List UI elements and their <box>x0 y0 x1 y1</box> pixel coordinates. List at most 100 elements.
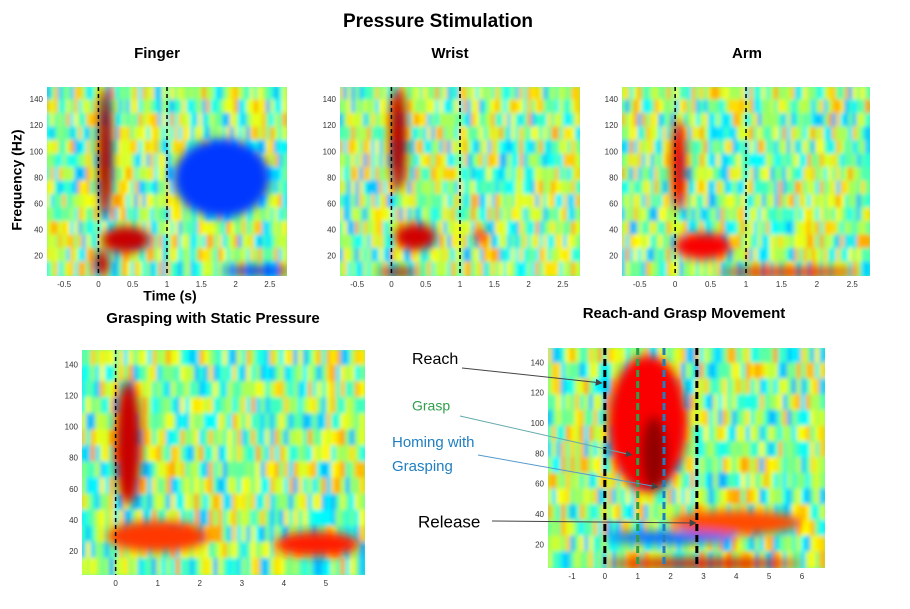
heatmap-cell <box>559 99 565 115</box>
heatmap-cell <box>238 207 244 223</box>
heatmap-cell <box>254 248 260 264</box>
heatmap-cell <box>717 348 725 365</box>
heatmap-cell <box>648 519 656 538</box>
heatmap-cell <box>787 362 794 381</box>
heatmap-cell <box>676 519 683 538</box>
heatmap-cell <box>178 194 184 210</box>
heatmap-cell <box>351 248 357 264</box>
heatmap-cell <box>736 167 743 183</box>
heatmap-cell <box>593 348 600 365</box>
heatmap-cell <box>597 362 605 381</box>
heatmap-cell <box>343 113 349 129</box>
heatmap-cell <box>685 472 693 491</box>
y-tick-label: 40 <box>609 225 618 234</box>
heatmap-cell <box>234 87 240 102</box>
heatmap-cell <box>757 113 764 129</box>
heatmap-cell <box>58 87 64 102</box>
heatmap-cell <box>559 194 565 210</box>
heatmap-cell <box>375 87 381 102</box>
heatmap-cell <box>151 493 159 512</box>
heatmap-cell <box>667 535 674 554</box>
heatmap-cell <box>515 113 521 129</box>
heatmap-cell <box>852 126 859 142</box>
heatmap-cell <box>312 381 319 400</box>
heatmap-cell <box>50 194 56 210</box>
heatmap-cell <box>222 493 230 512</box>
heatmap-cell <box>222 413 230 432</box>
heatmap-cell <box>724 194 731 210</box>
heatmap-cell <box>699 535 706 554</box>
heatmap-cell <box>703 394 711 412</box>
heatmap-cell <box>82 140 88 156</box>
heatmap-cell <box>147 397 154 416</box>
heatmap-cell <box>335 397 343 416</box>
heatmap-cell <box>109 461 117 480</box>
heatmap-cell <box>54 126 60 142</box>
heatmap-cell <box>588 457 596 475</box>
heatmap-cell <box>769 167 776 183</box>
heatmap-cell <box>625 248 632 264</box>
heatmap-cell <box>367 87 373 102</box>
heatmap-cell <box>551 234 557 250</box>
heatmap-cell <box>162 194 168 210</box>
heatmap-cell <box>293 350 300 368</box>
heatmap-cell <box>451 113 457 129</box>
heatmap-cell <box>62 153 68 169</box>
heatmap-cell <box>713 488 720 507</box>
heatmap-cell <box>218 87 224 102</box>
heatmap-cell <box>258 194 264 210</box>
heatmap-cell <box>622 234 628 250</box>
heatmap-cell <box>511 140 517 156</box>
heatmap-cell <box>531 87 537 102</box>
heatmap-cell <box>716 99 723 115</box>
heatmap-cell <box>648 488 656 507</box>
heatmap-cell <box>807 167 814 183</box>
heatmap-cell <box>423 126 429 142</box>
heatmap-cell <box>823 140 830 156</box>
heatmap-cell <box>548 472 554 491</box>
heatmap-cell <box>740 362 748 381</box>
heatmap-cell <box>543 99 549 115</box>
heatmap-cell <box>798 207 805 223</box>
heatmap-region <box>670 510 802 535</box>
heatmap-cell <box>782 378 790 397</box>
heatmap-cell <box>184 509 192 528</box>
heatmap-cell <box>782 535 790 554</box>
heatmap-cell <box>814 472 822 491</box>
heatmap-cell <box>805 394 813 412</box>
heatmap-cell <box>475 207 481 223</box>
heatmap-cell <box>278 234 284 250</box>
heatmap-cell <box>662 535 670 554</box>
heatmap-cell <box>367 113 373 129</box>
heatmap-cell <box>231 381 239 400</box>
heatmap-cell <box>736 394 743 412</box>
heatmap-cell <box>844 221 851 237</box>
heatmap-cell <box>154 221 160 237</box>
heatmap-cell <box>270 87 276 102</box>
heatmap-cell <box>716 221 723 237</box>
heatmap-cell <box>270 180 276 196</box>
heatmap-cell <box>363 113 369 129</box>
heatmap-cell <box>85 365 93 384</box>
heatmap-cell <box>639 519 646 538</box>
heatmap-cell <box>250 207 256 223</box>
heatmap-cell <box>629 113 636 129</box>
heatmap-cell <box>658 113 665 129</box>
heatmap-cell <box>483 140 489 156</box>
heatmap-cell <box>625 504 633 522</box>
heatmap-cell <box>447 167 453 183</box>
x-tick-label: 1 <box>155 579 160 588</box>
heatmap-cell <box>274 207 280 223</box>
heatmap-cell <box>539 194 545 210</box>
heatmap-cell <box>815 87 822 102</box>
heatmap-cell <box>175 509 183 528</box>
heatmap-cell <box>128 365 135 384</box>
heatmap-cell <box>279 509 286 528</box>
heatmap-cell <box>66 194 72 210</box>
heatmap-cell <box>147 461 154 480</box>
heatmap-cell <box>711 207 719 223</box>
heatmap-cell <box>633 153 640 169</box>
heatmap-cell <box>666 234 673 250</box>
heatmap-cell <box>166 180 172 196</box>
heatmap-cell <box>349 477 357 496</box>
